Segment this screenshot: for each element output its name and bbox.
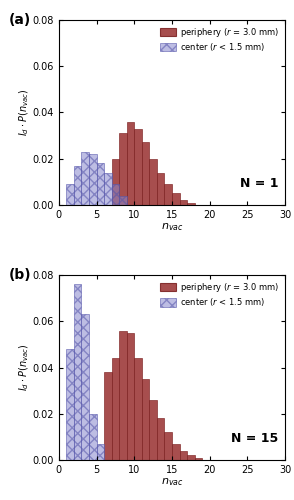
Bar (66, 184, 74, 205)
Bar (104, 372, 112, 460)
Bar (112, 358, 119, 460)
Bar (149, 400, 157, 460)
Y-axis label: $I_d \cdot P(n_{vac})$: $I_d \cdot P(n_{vac})$ (17, 344, 31, 392)
Text: N = 1: N = 1 (240, 177, 278, 190)
Bar (127, 122, 134, 205)
Bar (89, 414, 96, 460)
Bar (142, 142, 149, 205)
Bar (66, 349, 74, 460)
Bar (157, 418, 164, 460)
Bar (74, 284, 81, 460)
Bar (119, 133, 127, 205)
Bar (104, 172, 112, 205)
Text: N = 15: N = 15 (231, 432, 278, 445)
Bar (180, 200, 187, 205)
Legend: periphery ($r$ = 3.0 mm), center ($r$ < 1.5 mm): periphery ($r$ = 3.0 mm), center ($r$ < … (158, 280, 281, 310)
Bar (112, 158, 119, 205)
Legend: periphery ($r$ = 3.0 mm), center ($r$ < 1.5 mm): periphery ($r$ = 3.0 mm), center ($r$ < … (158, 24, 281, 54)
Bar (180, 451, 187, 460)
Bar (119, 196, 127, 205)
Bar (96, 444, 104, 460)
Text: (b): (b) (9, 268, 32, 281)
Bar (134, 128, 142, 205)
Bar (187, 456, 195, 460)
Bar (142, 379, 149, 460)
Bar (187, 202, 195, 205)
Bar (127, 333, 134, 460)
Bar (164, 432, 172, 460)
Bar (172, 194, 180, 205)
Bar (89, 154, 96, 205)
Bar (96, 164, 104, 205)
Bar (119, 330, 127, 460)
Bar (81, 152, 89, 205)
X-axis label: $n_{vac}$: $n_{vac}$ (161, 221, 183, 233)
Bar (164, 184, 172, 205)
Bar (74, 166, 81, 205)
Bar (149, 158, 157, 205)
Bar (157, 172, 164, 205)
X-axis label: $n_{vac}$: $n_{vac}$ (161, 476, 183, 488)
Bar (134, 358, 142, 460)
Bar (81, 314, 89, 460)
Bar (112, 184, 119, 205)
Bar (195, 458, 202, 460)
Bar (172, 444, 180, 460)
Text: (a): (a) (9, 12, 31, 26)
Y-axis label: $I_d \cdot P(n_{vac})$: $I_d \cdot P(n_{vac})$ (17, 88, 31, 136)
